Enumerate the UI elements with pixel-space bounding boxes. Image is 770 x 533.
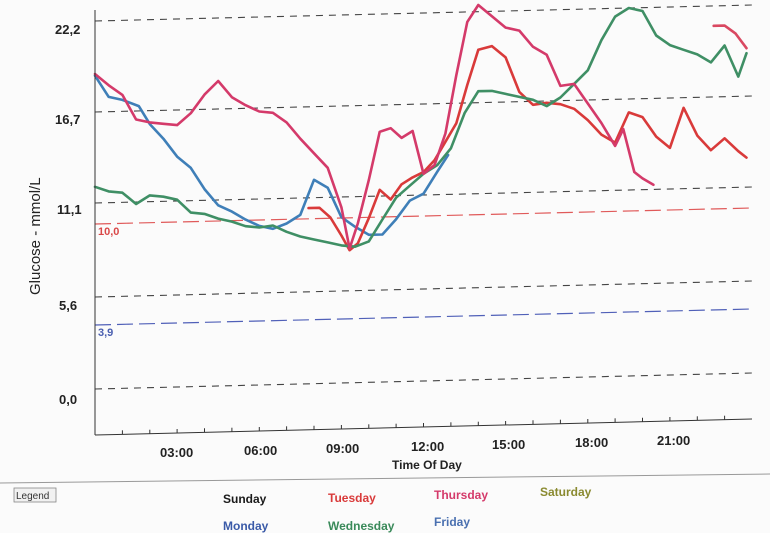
legend-item-sunday: Sunday [223, 492, 267, 506]
series-layer [93, 3, 748, 252]
gridline-0-0 [94, 372, 753, 390]
threshold-lines: 10,0 3,9 [94, 207, 753, 339]
x-tick-label: 21:00 [657, 433, 690, 448]
x-tick-labels: 03:00 06:00 09:00 12:00 15:00 18:00 21:0… [160, 433, 690, 460]
series-line-monday [93, 74, 450, 237]
x-tick-label: 06:00 [244, 443, 277, 458]
x-axis-title: Time Of Day [392, 458, 462, 472]
threshold-high-line [94, 207, 753, 225]
gridline-16-7 [94, 95, 753, 113]
gridlines [94, 4, 753, 390]
series-line-saturday [712, 24, 748, 50]
x-tick-marks [121, 415, 726, 435]
threshold-low-line [94, 308, 753, 326]
gridline-5-6 [94, 280, 753, 298]
x-tick-label: 09:00 [326, 441, 359, 456]
y-tick-label: 22,2 [55, 22, 80, 37]
series-line-tuesday [307, 44, 748, 252]
legend-item-thursday: Thursday [434, 488, 488, 502]
legend-divider [0, 473, 770, 484]
legend-item-wednesday: Wednesday [328, 519, 395, 533]
gridline-22-2 [94, 4, 753, 22]
series-line-thursday [93, 3, 655, 250]
legend-item-saturday: Saturday [540, 485, 592, 499]
y-tick-label: 16,7 [55, 112, 80, 127]
x-tick-label: 18:00 [575, 435, 608, 450]
legend-title: Legend [16, 491, 49, 502]
x-tick-label: 12:00 [411, 439, 444, 454]
y-tick-label: 0,0 [59, 392, 77, 407]
legend-item-friday: Friday [434, 515, 470, 529]
threshold-low-label: 3,9 [98, 327, 113, 339]
legend-item-monday: Monday [223, 519, 269, 533]
threshold-high-label: 10,0 [98, 226, 119, 238]
y-axis-title: Glucose - mmol/L [27, 177, 44, 295]
x-tick-label: 03:00 [160, 445, 193, 460]
y-tick-label: 11,1 [57, 202, 82, 217]
legend: Sunday Monday Tuesday Wednesday Thursday… [223, 485, 592, 533]
legend-item-tuesday: Tuesday [328, 491, 376, 505]
y-tick-labels: 22,2 16,7 11,1 5,6 0,0 [55, 22, 82, 407]
x-tick-label: 15:00 [492, 437, 525, 452]
legend-box [13, 487, 57, 503]
y-tick-label: 5,6 [59, 298, 77, 313]
